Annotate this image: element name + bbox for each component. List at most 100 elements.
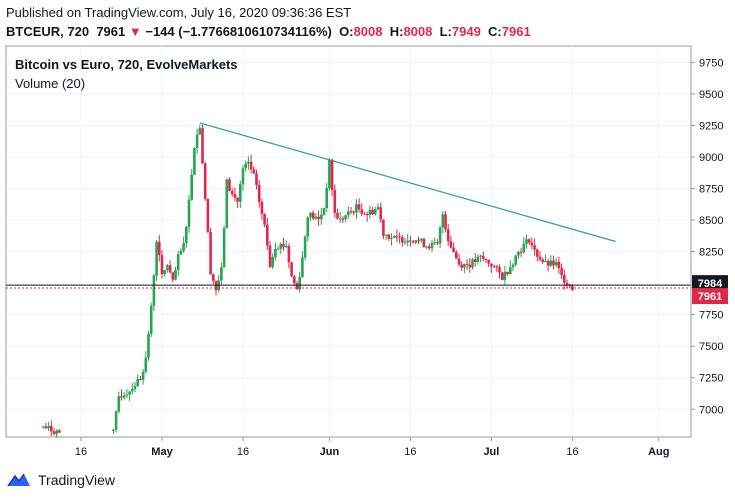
candle-body[interactable] xyxy=(374,209,377,214)
candle-body[interactable] xyxy=(309,212,312,218)
candle-body[interactable] xyxy=(463,263,466,268)
candle-body[interactable] xyxy=(317,216,320,220)
candle-body[interactable] xyxy=(411,241,415,243)
candle-body[interactable] xyxy=(325,188,328,209)
candle-body[interactable] xyxy=(511,264,515,268)
candle-body[interactable] xyxy=(131,389,134,392)
candle-body[interactable] xyxy=(244,163,247,169)
candle-body[interactable] xyxy=(338,218,342,220)
candle-body[interactable] xyxy=(500,272,504,280)
candle-body[interactable] xyxy=(473,259,477,262)
candle-body[interactable] xyxy=(563,274,566,283)
candle-body[interactable] xyxy=(117,396,121,412)
candle-body[interactable] xyxy=(430,242,434,249)
candle-body[interactable] xyxy=(336,212,339,219)
candle-body[interactable] xyxy=(168,265,172,273)
candle-body[interactable] xyxy=(571,285,574,290)
candle-body[interactable] xyxy=(546,261,550,266)
candle-body[interactable] xyxy=(155,241,158,276)
candle-body[interactable] xyxy=(557,261,561,269)
candle-body[interactable] xyxy=(295,283,299,290)
candle-body[interactable] xyxy=(436,242,439,244)
candle-body[interactable] xyxy=(139,378,142,380)
candle-body[interactable] xyxy=(360,209,364,214)
candle-body[interactable] xyxy=(293,276,296,284)
candle-body[interactable] xyxy=(52,431,56,434)
candles[interactable] xyxy=(41,124,574,438)
candle-body[interactable] xyxy=(368,209,372,215)
candle-body[interactable] xyxy=(303,236,307,258)
candle-body[interactable] xyxy=(55,430,58,434)
candle-body[interactable] xyxy=(247,161,250,164)
candle-body[interactable] xyxy=(195,134,199,148)
candle-body[interactable] xyxy=(44,426,48,429)
candle-body[interactable] xyxy=(266,224,269,246)
candle-body[interactable] xyxy=(341,218,345,220)
candle-body[interactable] xyxy=(136,378,139,387)
candle-body[interactable] xyxy=(320,214,323,220)
candle-body[interactable] xyxy=(220,267,223,281)
candle-body[interactable] xyxy=(255,173,258,185)
candle-body[interactable] xyxy=(301,257,304,277)
candle-body[interactable] xyxy=(565,282,569,285)
candle-body[interactable] xyxy=(465,263,469,265)
candle-body[interactable] xyxy=(141,371,145,380)
candle-body[interactable] xyxy=(517,251,520,256)
candle-body[interactable] xyxy=(438,227,442,244)
candle-body[interactable] xyxy=(333,189,337,213)
candle-body[interactable] xyxy=(306,217,310,237)
candle-body[interactable] xyxy=(284,246,288,248)
candle-body[interactable] xyxy=(490,263,493,267)
candle-body[interactable] xyxy=(509,267,512,275)
candle-body[interactable] xyxy=(530,242,534,246)
candle-body[interactable] xyxy=(257,184,261,202)
candle-body[interactable] xyxy=(403,242,407,244)
candle-body[interactable] xyxy=(311,212,315,219)
candle-body[interactable] xyxy=(503,271,507,280)
candle-body[interactable] xyxy=(549,260,553,266)
candle-body[interactable] xyxy=(322,208,326,215)
candle-body[interactable] xyxy=(206,199,210,233)
candle-body[interactable] xyxy=(230,190,234,195)
candle-body[interactable] xyxy=(365,214,369,216)
candle-body[interactable] xyxy=(41,426,45,428)
candle-body[interactable] xyxy=(174,269,177,280)
candle-body[interactable] xyxy=(201,128,204,164)
candle-body[interactable] xyxy=(392,236,396,238)
candle-body[interactable] xyxy=(287,246,291,263)
candle-body[interactable] xyxy=(203,163,207,200)
candle-body[interactable] xyxy=(171,272,175,280)
candle-body[interactable] xyxy=(198,128,202,135)
candle-body[interactable] xyxy=(347,211,350,216)
candle-body[interactable] xyxy=(401,237,404,243)
candle-body[interactable] xyxy=(506,271,509,275)
candle-body[interactable] xyxy=(471,259,474,268)
candle-body[interactable] xyxy=(225,179,229,229)
candle-body[interactable] xyxy=(441,214,445,228)
candle-body[interactable] xyxy=(222,228,226,268)
candle-body[interactable] xyxy=(344,215,347,220)
candle-body[interactable] xyxy=(182,243,185,251)
candle-body[interactable] xyxy=(355,204,358,213)
candle-body[interactable] xyxy=(249,161,253,170)
candle-body[interactable] xyxy=(544,261,547,263)
candle-body[interactable] xyxy=(479,255,482,257)
candle-body[interactable] xyxy=(554,261,558,266)
candle-body[interactable] xyxy=(58,430,61,433)
candle-body[interactable] xyxy=(390,237,393,239)
candle-body[interactable] xyxy=(158,241,161,256)
trendline-segment[interactable] xyxy=(199,122,616,243)
candle-body[interactable] xyxy=(239,184,242,202)
candle-body[interactable] xyxy=(387,234,391,239)
candle-body[interactable] xyxy=(328,159,331,189)
candle-body[interactable] xyxy=(522,243,526,252)
candle-body[interactable] xyxy=(409,240,412,242)
candle-body[interactable] xyxy=(352,211,355,213)
candle-body[interactable] xyxy=(133,386,137,390)
candle-body[interactable] xyxy=(560,268,563,275)
candle-body[interactable] xyxy=(128,391,131,395)
candle-body[interactable] xyxy=(50,425,53,432)
candle-body[interactable] xyxy=(363,213,366,215)
candle-body[interactable] xyxy=(498,267,501,273)
candle-body[interactable] xyxy=(382,219,385,236)
